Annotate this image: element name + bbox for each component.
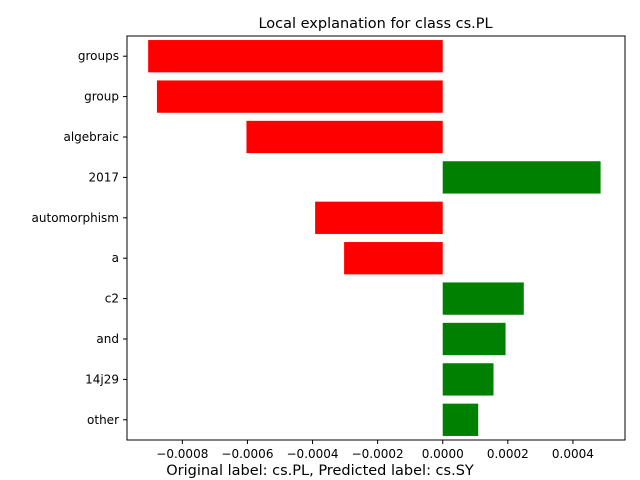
bar-automorphism bbox=[315, 201, 443, 234]
x-tick-label: −0.0008 bbox=[156, 447, 208, 461]
y-tick-label-and: and bbox=[96, 332, 119, 346]
y-tick-label-c2: c2 bbox=[105, 292, 119, 306]
bar-2017 bbox=[442, 161, 601, 194]
y-tick-label-algebraic: algebraic bbox=[63, 130, 119, 144]
bar-algebraic bbox=[246, 120, 443, 154]
x-tick-label: −0.0002 bbox=[352, 447, 404, 461]
bar-groups bbox=[148, 40, 443, 73]
x-axis-ticks: −0.0008 −0.0006 −0.0004 −0.0002 0.0000 0.0002… bbox=[156, 440, 594, 461]
plot-frame bbox=[126, 35, 626, 441]
y-tick-label-a: a bbox=[112, 251, 119, 265]
bar-c2 bbox=[442, 282, 524, 315]
bars bbox=[148, 40, 601, 436]
bar-14j29 bbox=[442, 363, 494, 396]
y-tick-label-groups: groups bbox=[78, 49, 119, 63]
x-tick-label: −0.0004 bbox=[287, 447, 339, 461]
y-tick-label-group: group bbox=[84, 90, 119, 104]
x-tick-label: 0.0000 bbox=[422, 447, 464, 461]
x-tick-label: 0.0002 bbox=[487, 447, 529, 461]
x-tick-label: 0.0004 bbox=[552, 447, 594, 461]
bar-group bbox=[156, 80, 443, 113]
y-tick-label-other: other bbox=[87, 413, 119, 427]
chart-caption: Original label: cs.PL, Predicted label: … bbox=[166, 463, 474, 479]
bar-and bbox=[442, 322, 506, 356]
y-axis-ticks: groups group algebraic 2017 automorphism a c2 a… bbox=[32, 49, 127, 427]
y-tick-label-2017: 2017 bbox=[88, 170, 119, 184]
chart-title: Local explanation for class cs.PL bbox=[258, 16, 492, 32]
bar-a bbox=[344, 242, 443, 275]
x-tick-label: −0.0006 bbox=[221, 447, 273, 461]
bar-other bbox=[442, 403, 479, 436]
y-tick-label-14j29: 14j29 bbox=[85, 372, 119, 386]
y-tick-label-automorphism: automorphism bbox=[32, 211, 119, 225]
